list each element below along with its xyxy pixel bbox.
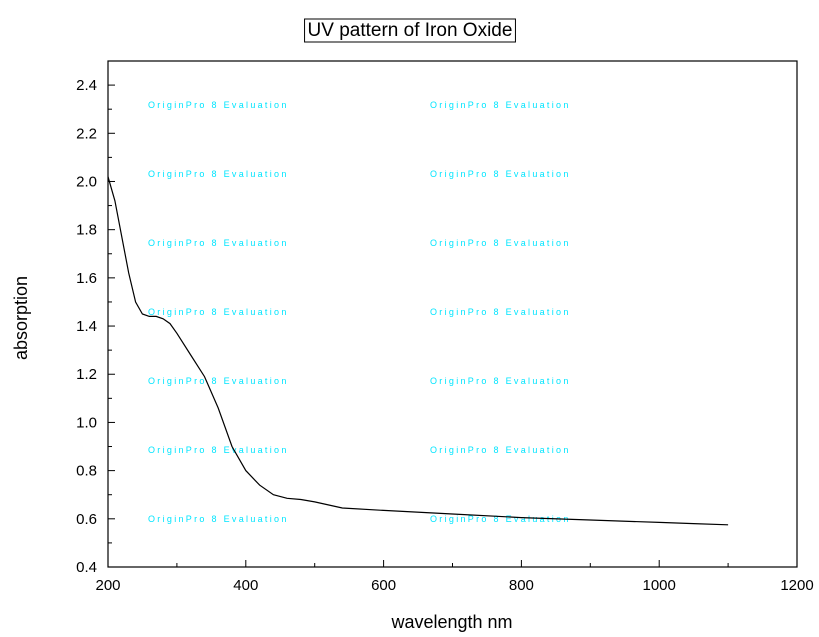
y-tick-label: 1.8 [76, 222, 97, 239]
watermark-text: OriginPro 8 Evaluation [148, 169, 289, 179]
watermark-text: OriginPro 8 Evaluation [148, 238, 289, 248]
x-axis-title: wavelength nm [390, 612, 512, 632]
watermark-text: OriginPro 8 Evaluation [148, 514, 289, 524]
y-tick-label: 1.4 [76, 318, 97, 335]
x-tick-label: 1000 [643, 577, 676, 594]
chart-title: UV pattern of Iron Oxide [308, 20, 513, 41]
watermark-text: OriginPro 8 Evaluation [430, 169, 571, 179]
x-tick-label: 600 [371, 577, 396, 594]
y-axis: 0.4 0.6 0.8 1.0 1.2 1.4 1.6 1.8 2.0 2.2 2.4 [76, 60, 115, 576]
watermark-text: OriginPro 8 Evaluation [430, 514, 571, 524]
y-tick-label: 1.2 [76, 366, 97, 383]
y-tick-label: 1.0 [76, 414, 97, 431]
series-line-absorption [107, 176, 729, 526]
x-tick-label: 800 [509, 577, 534, 594]
watermark-text: OriginPro 8 Evaluation [148, 376, 289, 386]
x-tick-label: 1200 [780, 577, 813, 594]
watermark-text: OriginPro 8 Evaluation [430, 445, 571, 455]
y-tick-label: 0.6 [76, 511, 97, 528]
chart-title-box [304, 18, 516, 43]
y-tick-label: 0.4 [76, 559, 97, 576]
y-tick-label: 2.2 [76, 125, 97, 142]
watermark-text: OriginPro 8 Evaluation [148, 307, 289, 317]
y-tick-label: 2.4 [76, 77, 97, 94]
watermark-text: OriginPro 8 Evaluation [430, 307, 571, 317]
y-axis-title: absorption [11, 276, 31, 360]
watermark-text: OriginPro 8 Evaluation [148, 445, 289, 455]
x-tick-label: 200 [95, 577, 120, 594]
x-axis: 200 400 600 800 1000 1200 [95, 560, 814, 594]
watermark-text: OriginPro 8 Evaluation [148, 100, 289, 110]
watermark-layer: OriginPro 8 Evaluation OriginPro 8 Evalua… [148, 100, 571, 524]
x-tick-label: 400 [233, 577, 258, 594]
watermark-text: OriginPro 8 Evaluation [430, 238, 571, 248]
watermark-text: OriginPro 8 Evaluation [430, 376, 571, 386]
y-tick-label: 2.0 [76, 173, 97, 190]
y-tick-label: 0.8 [76, 463, 97, 480]
watermark-text: OriginPro 8 Evaluation [430, 100, 571, 110]
y-tick-label: 1.6 [76, 270, 97, 287]
